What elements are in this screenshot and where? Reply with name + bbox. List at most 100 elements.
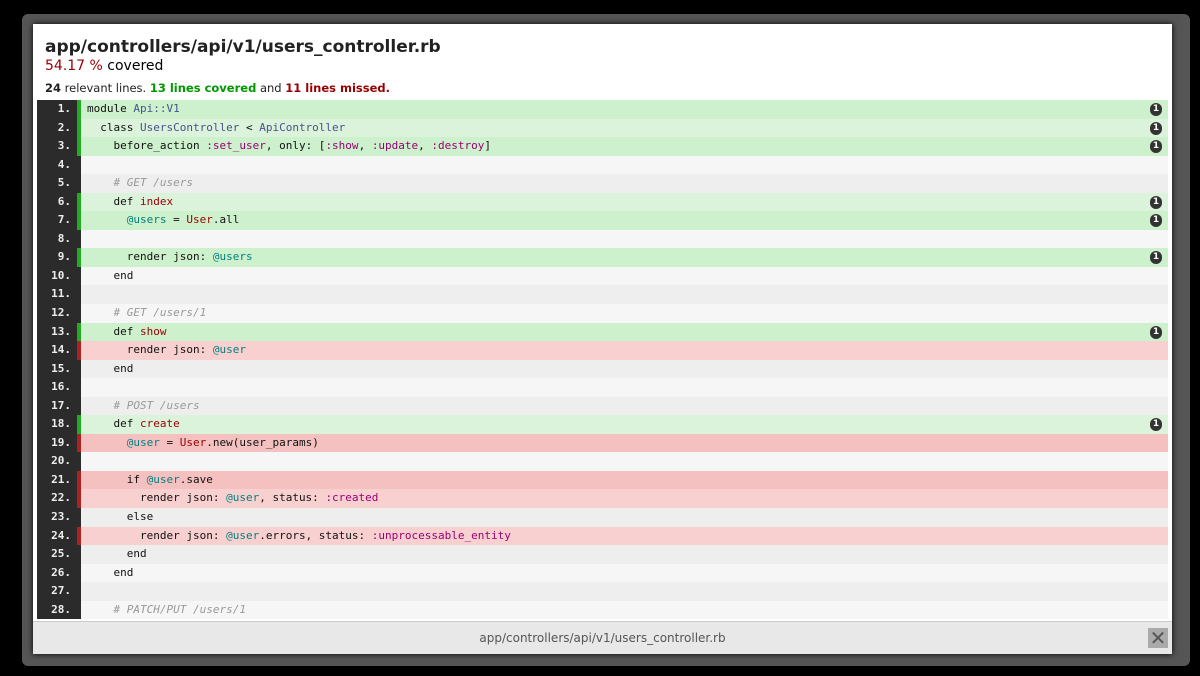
line-number: 23. [37, 508, 77, 527]
code-token: ] [484, 139, 492, 153]
coverage-marker [77, 322, 81, 342]
hit-count-badge: 1 [1150, 121, 1162, 135]
line-number: 12. [37, 304, 77, 323]
line-number: 22. [37, 489, 77, 509]
coverage-marker [77, 100, 81, 119]
hit-count-badge: 1 [1150, 214, 1162, 228]
line-number: 25. [37, 545, 77, 564]
code-token: ApiController [259, 120, 346, 134]
line-number: 4. [37, 155, 77, 175]
hit-count-badge: 1 [1150, 251, 1162, 265]
hit-count-badge: 1 [1150, 103, 1162, 116]
line-number: 10. [37, 266, 77, 286]
code-line: 20. [37, 452, 1168, 471]
line-source: if @user.save [81, 470, 1168, 490]
code-token: @user [226, 491, 260, 505]
line-source: end [81, 266, 1168, 286]
line-source [81, 452, 1168, 471]
code-token: User [186, 213, 213, 227]
coverage-marker [77, 600, 81, 620]
code-line: 3. before_action :set_user, only: [:show… [37, 137, 1168, 156]
line-source: def index [81, 192, 1168, 212]
code-token: render json: [87, 528, 227, 542]
line-source [81, 155, 1168, 175]
code-token: = [166, 213, 187, 227]
coverage-marker [77, 118, 81, 138]
line-source [81, 582, 1168, 601]
line-source: # GET /users/1 [81, 304, 1168, 323]
line-number: 17. [37, 396, 77, 416]
line-source: # POST /users [81, 396, 1168, 416]
code-token: @user [212, 343, 246, 357]
line-source: module Api::V1 [81, 100, 1168, 119]
coverage-marker [77, 415, 81, 434]
code-line: 9. render json: @users 1 [37, 248, 1168, 267]
code-line: 25. end [37, 545, 1168, 564]
line-number: 28. [37, 600, 77, 620]
code-line: 16. [37, 378, 1168, 397]
code-token: # POST /users [113, 398, 200, 412]
hit-count-badge: 1 [1150, 325, 1162, 339]
coverage-marker [77, 285, 81, 305]
line-number: 8. [37, 229, 77, 249]
coverage-marker [77, 304, 81, 323]
coverage-dialog: app/controllers/api/v1/users_controller.… [33, 24, 1172, 654]
coverage-marker [77, 526, 81, 546]
code-token: end [87, 361, 134, 375]
line-source [81, 378, 1168, 397]
coverage-marker [77, 359, 81, 379]
code-token: = [159, 435, 180, 449]
source-listing[interactable]: 1. module Api::V1 1 2. class UsersControlle… [37, 100, 1168, 620]
line-number: 6. [37, 192, 77, 212]
code-token: end [87, 268, 134, 282]
line-number: 11. [37, 285, 77, 305]
code-token: @user [146, 472, 180, 486]
code-line: 19. @user = User.new(user_params) [37, 433, 1168, 453]
coverage-marker [77, 508, 81, 527]
code-token: def [87, 324, 140, 338]
coverage-marker [77, 137, 81, 156]
code-token: render json: [87, 491, 227, 505]
coverage-marker [77, 155, 81, 175]
line-source: else [81, 508, 1168, 527]
code-token [87, 213, 127, 226]
code-token: :update [371, 139, 419, 153]
code-token: :unprocessable_entity [371, 528, 511, 542]
line-source: before_action :set_user, only: [:show, :… [81, 137, 1168, 156]
code-token: end [87, 565, 134, 579]
code-line: 12. # GET /users/1 [37, 304, 1168, 323]
line-source: render json: @user [81, 341, 1168, 360]
line-number: 9. [37, 248, 77, 267]
line-number: 24. [37, 526, 77, 546]
code-token: else [87, 510, 154, 524]
code-token: before_action [87, 139, 207, 153]
file-header: app/controllers/api/v1/users_controller.… [33, 24, 1172, 113]
coverage-stats: 24 relevant lines. 13 lines covered and … [45, 81, 1160, 95]
code-token [87, 436, 127, 449]
code-token: # PATCH/PUT /users/1 [113, 602, 246, 616]
coverage-marker [77, 396, 81, 416]
line-number: 2. [37, 118, 77, 138]
close-icon[interactable]: ✕ [1148, 626, 1168, 650]
code-token: :show [325, 139, 359, 153]
code-token: , [418, 139, 432, 153]
code-token: Api::V1 [133, 102, 180, 115]
code-token: , [358, 139, 372, 153]
coverage-marker [77, 192, 81, 212]
covered-label: covered [102, 58, 164, 74]
line-number: 16. [37, 378, 77, 397]
coverage-marker [77, 174, 81, 193]
coverage-marker [77, 489, 81, 509]
code-line: 23. else [37, 508, 1168, 527]
code-token: , status: [259, 491, 326, 505]
code-line: 2. class UsersController < ApiController… [37, 118, 1168, 138]
code-line: 1. module Api::V1 1 [37, 100, 1168, 119]
code-line: 24. render json: @user.errors, status: :… [37, 526, 1168, 546]
coverage-marker [77, 341, 81, 360]
line-source: end [81, 563, 1168, 583]
relevant-count: 24 [45, 81, 62, 95]
code-token: @user [126, 435, 160, 449]
code-line: 18. def create 1 [37, 415, 1168, 434]
coverage-marker [77, 248, 81, 267]
code-line: 11. [37, 285, 1168, 305]
